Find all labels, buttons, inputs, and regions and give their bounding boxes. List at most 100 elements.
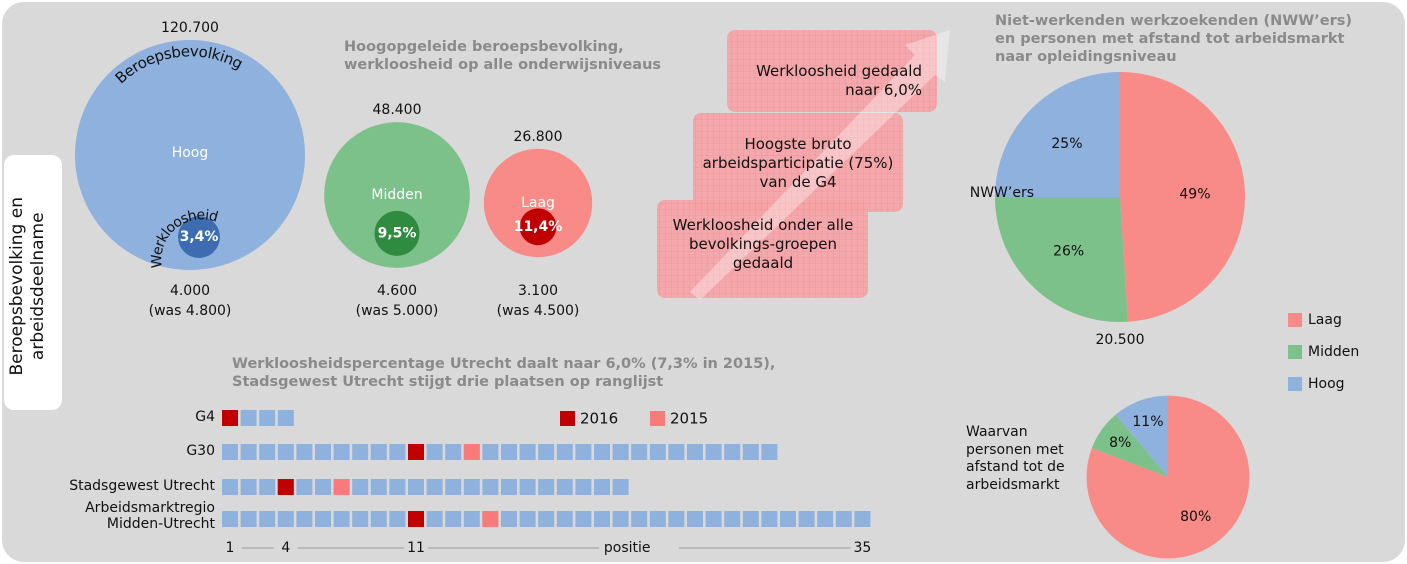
value-label: 8%	[1109, 435, 1131, 451]
legend-label: Hoog	[1308, 376, 1345, 392]
total-label: 48.400	[373, 102, 422, 118]
rank-square	[445, 479, 461, 495]
legend-swatch	[1288, 313, 1302, 327]
previous-label: (was 4.800)	[149, 303, 232, 319]
rank-square	[278, 511, 294, 527]
rank-square	[371, 479, 387, 495]
rank-square	[501, 444, 517, 460]
rank-square	[520, 444, 536, 460]
rank-square	[315, 479, 331, 495]
rank-square	[594, 444, 610, 460]
previous-label: (was 4.500)	[497, 303, 580, 319]
pie-label: Waarvan personen met afstand tot de arbe…	[966, 424, 1078, 494]
total-label: 26.800	[514, 129, 563, 145]
legend-swatch	[560, 411, 575, 426]
rank-square	[613, 479, 629, 495]
pie-label: NWW’ers	[970, 185, 1034, 201]
rank-square	[501, 479, 517, 495]
rank-square	[259, 410, 275, 426]
rank-square	[780, 511, 796, 527]
row-label: G30	[40, 443, 215, 459]
legend-swatch	[650, 411, 665, 426]
rank-square	[799, 511, 815, 527]
rank-square	[389, 511, 405, 527]
value-label: 80%	[1180, 509, 1211, 525]
rank-square	[371, 511, 387, 527]
rank-square	[371, 444, 387, 460]
rank-square	[259, 511, 275, 527]
rank-square	[445, 511, 461, 527]
group-name: Hoog	[172, 145, 209, 161]
rank-square	[743, 444, 759, 460]
rank-square	[427, 444, 443, 460]
rank-square	[241, 410, 257, 426]
rank-square	[631, 444, 647, 460]
rank-square	[817, 511, 833, 527]
rank-square	[613, 511, 629, 527]
rank-square	[278, 410, 294, 426]
rank-square	[352, 444, 368, 460]
rank-square	[408, 479, 424, 495]
rank-square	[482, 444, 498, 460]
rank-square	[296, 444, 312, 460]
rank-square	[334, 444, 350, 460]
rank-square	[296, 511, 312, 527]
highlight-text: Werkloosheid onder alle bevolkings-groep…	[668, 216, 858, 272]
rank-square	[501, 511, 517, 527]
pie-total: 20.500	[1096, 332, 1145, 348]
rank-square	[222, 479, 238, 495]
row-label: G4	[40, 409, 215, 425]
rank-square	[389, 479, 405, 495]
previous-label: (was 5.000)	[356, 303, 439, 319]
rank-square	[687, 511, 703, 527]
rank-square	[464, 511, 480, 527]
rank-square	[743, 511, 759, 527]
value-label: 11%	[1132, 414, 1163, 430]
rank-square	[296, 479, 312, 495]
total-label: 120.700	[161, 20, 219, 36]
x-tick-label: 1	[226, 540, 235, 556]
rate-label: 9,5%	[378, 225, 417, 241]
rank-square	[427, 479, 443, 495]
group-name: Laag	[521, 195, 555, 211]
rank-square	[334, 511, 350, 527]
unemployed-label: 4.600	[377, 283, 417, 299]
rank-square	[724, 444, 740, 460]
rank-square	[427, 511, 443, 527]
rank-square	[706, 511, 722, 527]
legend-label: 2015	[670, 410, 708, 428]
rank-square	[241, 444, 257, 460]
rank-marker	[334, 479, 350, 495]
rank-marker	[408, 511, 424, 527]
rank-square	[259, 444, 275, 460]
rank-marker	[222, 410, 238, 426]
pie-title: Niet-werkenden werkzoekenden (NWW’ers) e…	[995, 12, 1355, 66]
side-label: Beroepsbevolking en arbeidsdeelname	[7, 166, 50, 406]
rank-square	[482, 479, 498, 495]
rank-square	[241, 479, 257, 495]
legend-swatch	[1288, 345, 1302, 359]
rank-square	[706, 444, 722, 460]
rank-square	[854, 511, 870, 527]
value-label: 25%	[1051, 136, 1082, 152]
rank-square	[222, 511, 238, 527]
rank-square	[557, 479, 573, 495]
rate-label: 3,4%	[180, 229, 219, 245]
rank-square	[650, 511, 666, 527]
rank-square	[631, 511, 647, 527]
rank-square	[575, 511, 591, 527]
unemployed-label: 3.100	[518, 283, 558, 299]
rank-square	[352, 479, 368, 495]
legend-swatch	[1288, 377, 1302, 391]
rate-label: 11,4%	[514, 219, 563, 235]
rank-square	[538, 479, 554, 495]
rank-square	[278, 444, 294, 460]
x-axis-label: positie	[604, 540, 651, 556]
ranking-title: Werkloosheidspercentage Utrecht daalt na…	[232, 355, 792, 391]
rank-square	[538, 444, 554, 460]
rank-square	[650, 444, 666, 460]
x-tick-label: 35	[853, 540, 871, 556]
rank-square	[259, 479, 275, 495]
rank-square	[761, 444, 777, 460]
rank-square	[594, 479, 610, 495]
